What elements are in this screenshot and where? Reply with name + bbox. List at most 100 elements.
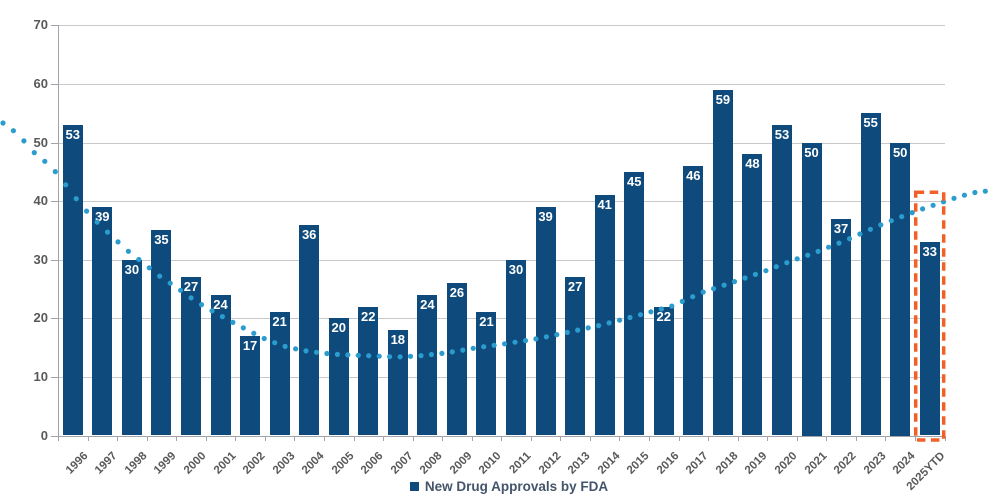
x-axis-tick (589, 435, 591, 441)
bar: 36 (299, 224, 320, 436)
bar: 50 (890, 142, 911, 436)
trendline-dot (84, 208, 90, 214)
x-axis-category-label: 2015 (625, 449, 652, 477)
x-axis-category-label: 2018 (713, 449, 741, 477)
bar-value-label: 21 (479, 314, 494, 330)
bar: 27 (565, 277, 586, 436)
bar-value-label: 36 (301, 226, 317, 242)
bar: 46 (683, 165, 704, 436)
bar-value-label: 24 (213, 296, 228, 312)
trendline-dot (125, 248, 131, 254)
bar: 18 (387, 330, 408, 436)
x-axis-tick (87, 435, 89, 441)
x-axis-category-label: 2011 (507, 449, 534, 476)
x-axis-tick (678, 435, 680, 441)
bar-value-label: 22 (656, 308, 671, 324)
x-axis-tick (442, 435, 444, 441)
trendline-dot (972, 189, 978, 196)
trendline-dot (261, 335, 267, 342)
y-axis-label: 40 (33, 193, 48, 209)
y-axis-tick (51, 318, 58, 320)
x-axis-category-label: 2004 (300, 449, 327, 477)
y-axis-tick (51, 201, 58, 203)
y-axis-label: 20 (33, 310, 48, 326)
x-axis-tick (619, 435, 621, 441)
x-axis-category-label: 2024 (891, 449, 918, 477)
x-axis-category-label: 2000 (181, 449, 209, 477)
bar-value-label: 20 (331, 320, 346, 336)
legend: New Drug Approvals by FDA (0, 479, 990, 494)
legend-swatch (409, 482, 419, 491)
bar: 55 (860, 113, 881, 436)
x-axis-tick (471, 435, 473, 441)
y-axis-tick (51, 25, 58, 27)
trendline-dot (42, 158, 48, 164)
trendline-dot (585, 325, 591, 331)
bar-value-label: 27 (567, 279, 583, 295)
bar: 41 (594, 195, 615, 436)
bar-value-label: 39 (538, 208, 553, 224)
trendline-dot (951, 195, 957, 201)
x-axis-tick (560, 435, 562, 441)
bar: 22 (653, 306, 674, 436)
bar: 39 (92, 206, 113, 436)
x-axis-tick (146, 435, 148, 441)
x-axis-tick (796, 435, 798, 441)
y-axis-tick (51, 376, 58, 378)
bar: 24 (417, 294, 438, 436)
bar: 30 (506, 259, 527, 436)
bar: 39 (535, 206, 556, 436)
x-axis-category-label: 2019 (743, 449, 770, 477)
x-axis-category-label: 2005 (329, 449, 357, 477)
x-axis-tick (649, 435, 650, 441)
bar-value-label: 24 (420, 296, 435, 312)
trendline-dot (909, 210, 915, 216)
trendline-dot (763, 268, 769, 274)
bar: 35 (151, 230, 172, 436)
bar: 33 (919, 242, 940, 436)
bar-value-label: 22 (361, 308, 376, 324)
bar: 21 (269, 312, 290, 436)
x-axis-category-label: 2010 (477, 449, 504, 477)
x-axis-tick (826, 435, 828, 441)
bar: 50 (801, 142, 822, 436)
y-axis-tick (51, 83, 58, 85)
x-axis-tick (501, 435, 503, 441)
y-axis-label: 0 (40, 427, 48, 443)
x-axis-tick (767, 435, 769, 441)
x-axis-category-label: 1997 (93, 449, 120, 477)
trendline-dot (0, 120, 6, 126)
x-axis-category-label: 2014 (595, 449, 623, 477)
bar-value-label: 53 (65, 126, 80, 142)
y-axis-line (58, 25, 59, 441)
bar-value-label: 26 (449, 285, 465, 301)
bar: 20 (328, 318, 349, 436)
bar-value-label: 30 (124, 261, 140, 277)
x-axis-category-label: 2021 (802, 449, 830, 477)
x-axis-tick (176, 435, 178, 441)
trendline-dot (648, 309, 654, 315)
bar: 24 (210, 294, 231, 436)
bar: 27 (180, 277, 201, 436)
gridline (58, 376, 945, 378)
trendline-dot (10, 128, 16, 134)
trendline-dot (930, 202, 936, 208)
x-axis-category-label: 1996 (63, 449, 91, 477)
trendline-dot (920, 206, 926, 212)
trendline-dot (115, 239, 121, 245)
bar-value-label: 53 (774, 126, 790, 142)
x-axis-tick (353, 435, 355, 441)
bar: 30 (121, 259, 142, 436)
bar-value-label: 45 (626, 173, 642, 189)
x-axis-category-label: 2012 (536, 449, 564, 477)
bar-value-label: 39 (95, 208, 110, 224)
x-axis-category-label: 2022 (831, 449, 859, 477)
bar-value-label: 27 (183, 279, 199, 295)
trendline-dot (240, 325, 246, 331)
trendline-dot (31, 150, 37, 156)
x-axis-tick (294, 435, 296, 441)
bar-value-label: 50 (892, 144, 908, 160)
bar: 17 (240, 335, 261, 436)
trendline-dot (982, 188, 988, 194)
